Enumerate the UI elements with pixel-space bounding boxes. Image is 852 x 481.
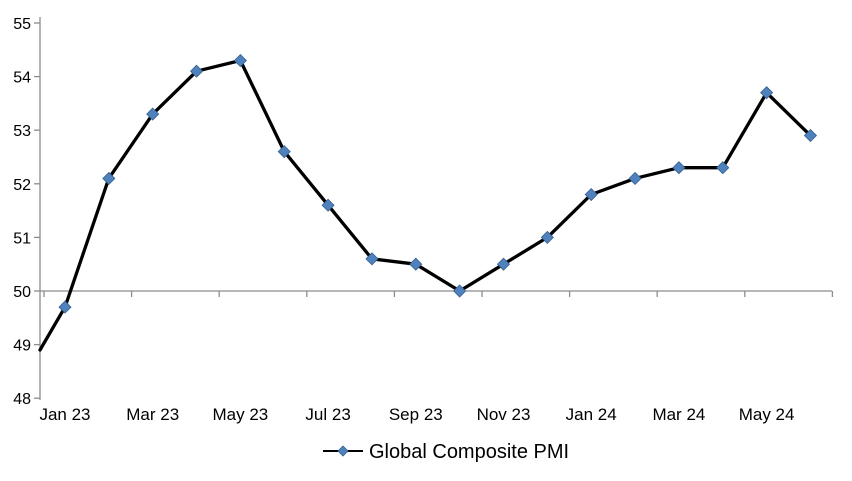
y-axis-label: 53 (13, 123, 31, 140)
data-point-marker (628, 171, 642, 186)
y-axis-label: 54 (13, 70, 31, 87)
data-point-marker (321, 198, 335, 212)
x-axis-label: Jan 24 (566, 405, 617, 424)
x-axis-label: May 24 (739, 405, 795, 424)
data-point-marker (233, 53, 247, 68)
series-global-composite-pmi (38, 53, 818, 352)
x-axis-label: Mar 24 (652, 405, 705, 424)
data-point-marker (584, 187, 598, 202)
data-point-marker (146, 107, 160, 121)
y-axis-label: 55 (13, 16, 31, 33)
x-axis-label: Mar 23 (126, 405, 179, 424)
legend-diamond-marker-icon (337, 445, 349, 457)
x-axis-label: Jul 23 (305, 405, 350, 424)
legend-label: Global Composite PMI (369, 441, 569, 463)
data-point-marker (672, 161, 686, 175)
data-point-marker (760, 86, 774, 100)
data-point-marker (102, 171, 116, 186)
data-point-marker (803, 128, 818, 143)
data-point-marker (496, 257, 511, 271)
series-line (38, 58, 813, 352)
data-point-marker (189, 64, 204, 78)
y-axis-label: 49 (13, 338, 31, 355)
x-axis: Jan 23 Mar 23 May 23 Jul 23 Sep 23 Nov 23 Jan … (39, 290, 834, 424)
x-axis-label: Sep 23 (389, 405, 443, 424)
x-axis-label: Nov 23 (477, 405, 531, 424)
y-axis-label: 48 (13, 391, 31, 408)
data-point-marker (540, 230, 554, 244)
y-axis-label: 50 (13, 284, 31, 301)
y-axis: 55 54 53 52 51 50 49 48 (13, 16, 41, 408)
x-axis-label: May 23 (213, 405, 269, 424)
data-point-marker (453, 284, 467, 298)
data-point-marker (716, 161, 730, 175)
data-point-marker (409, 257, 423, 271)
y-axis-label: 52 (13, 177, 31, 194)
y-axis-label: 51 (13, 230, 31, 247)
data-point-marker (277, 145, 291, 159)
data-point-marker (58, 300, 72, 314)
legend: Global Composite PMI (323, 441, 569, 463)
x-axis-label: Jan 23 (39, 405, 90, 424)
data-point-marker (365, 252, 379, 266)
